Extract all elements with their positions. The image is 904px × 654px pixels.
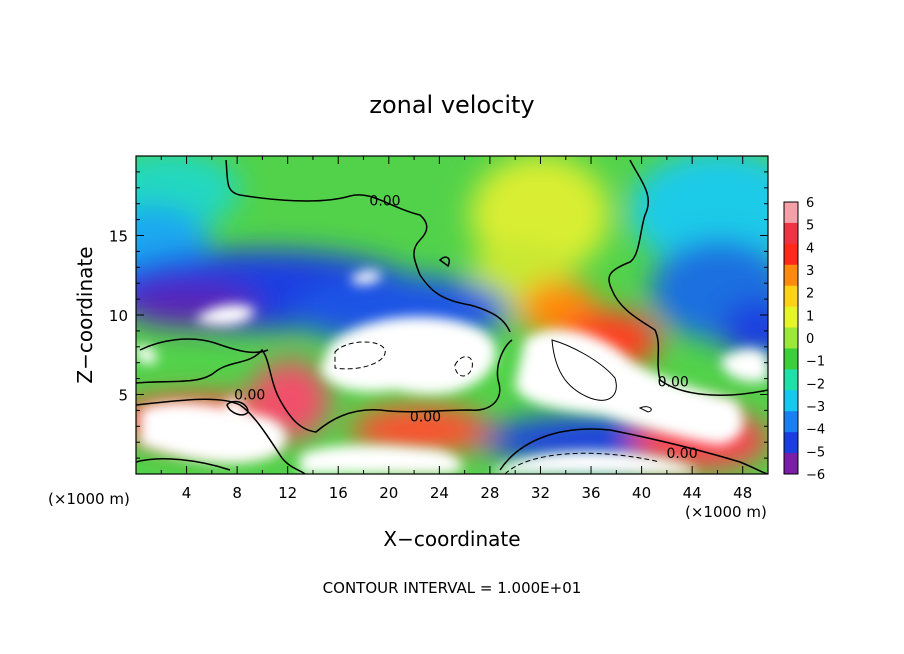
x-tick-label: 20 (379, 484, 398, 502)
y-tick-label: 10 (109, 307, 128, 325)
y-axis-label: Z−coordinate (73, 246, 97, 383)
colorbar-swatch (784, 264, 798, 287)
x-tick-label: 16 (329, 484, 348, 502)
contour-interval-note: CONTOUR INTERVAL = 1.000E+01 (323, 579, 582, 597)
colorbar-label: −4 (806, 423, 825, 438)
zero-contours (136, 159, 768, 474)
x-tick-label: 12 (278, 484, 297, 502)
y-tick-label: 15 (109, 228, 128, 246)
contour-label: 0.00 (658, 375, 689, 391)
colorbar-swatch (784, 306, 798, 329)
x-tick-label: 36 (581, 484, 600, 502)
colorbar-swatch (784, 222, 798, 245)
colorbar-swatch (784, 390, 798, 412)
colorbar-label: −6 (806, 468, 825, 483)
x-unit-right: (×1000 m) (685, 503, 767, 521)
y-tick-label: 5 (118, 387, 128, 405)
x-tick-label: 32 (531, 484, 550, 502)
x-unit-left: (×1000 m) (48, 490, 130, 508)
colorbar-label: 2 (806, 287, 814, 302)
contour-labels: 0.00 0.00 0.00 0.00 0.00 (234, 193, 697, 462)
x-tick-label: 28 (480, 484, 499, 502)
colorbar: 6 5 4 3 2 1 0 −1 −2 −3 −4 −5 −6 (783, 196, 825, 483)
colorbar-label: −2 (806, 377, 825, 392)
colorbar-swatch (784, 453, 798, 475)
colorbar-label: 1 (806, 309, 814, 324)
heatmap-field (136, 156, 768, 474)
x-tick-label: 40 (632, 484, 651, 502)
colorbar-swatch (784, 327, 798, 349)
x-tick-label: 24 (430, 484, 449, 502)
colorbar-swatch (784, 348, 798, 370)
colorbar-label: −3 (806, 400, 825, 415)
x-tick-label: 44 (683, 484, 702, 502)
colorbar-label: −1 (806, 355, 825, 370)
contour-label: 0.00 (369, 193, 400, 209)
colorbar-swatch (784, 243, 798, 266)
colorbar-label: 0 (806, 332, 814, 347)
x-tick-label: 4 (182, 484, 192, 502)
colorbar-swatch (784, 285, 798, 308)
chart-title: zonal velocity (369, 91, 534, 119)
colorbar-label: 5 (806, 219, 814, 234)
x-tick-label: 48 (733, 484, 752, 502)
colorbar-label: 4 (806, 241, 814, 256)
x-axis: 4 8 12 16 20 24 28 32 36 40 44 48 (160, 156, 752, 502)
colorbar-swatch (784, 369, 798, 391)
y-axis: 5 10 15 (109, 171, 768, 459)
contour-label: 0.00 (234, 387, 265, 403)
contour-label: 0.00 (410, 410, 441, 426)
colorbar-label: −5 (806, 445, 825, 460)
colorbar-label: 6 (806, 196, 814, 211)
x-tick-label: 8 (232, 484, 242, 502)
colorbar-swatch (784, 432, 798, 454)
contour-label: 0.00 (666, 446, 697, 462)
colorbar-frame (783, 201, 799, 475)
colorbar-swatch (784, 411, 798, 433)
colorbar-label: 3 (806, 264, 814, 279)
colorbar-swatch (784, 202, 798, 224)
x-axis-label: X−coordinate (383, 527, 520, 551)
